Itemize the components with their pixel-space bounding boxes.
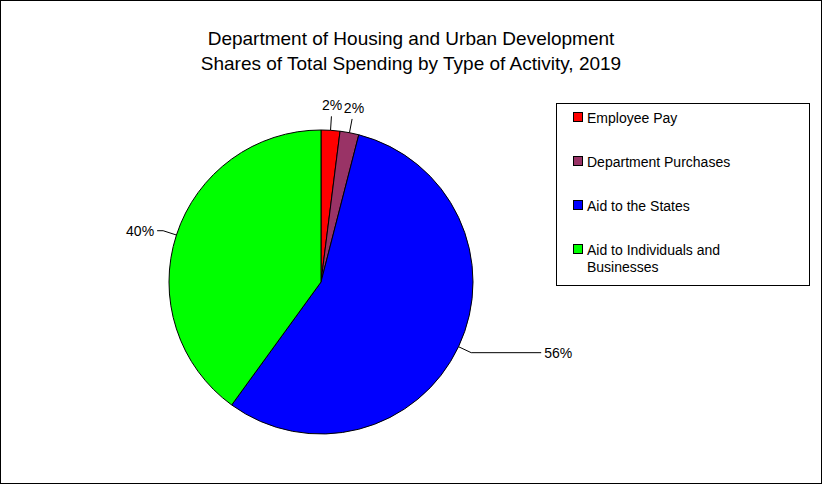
leader-line	[157, 231, 176, 235]
slices	[169, 130, 473, 434]
legend-label-line: Businesses	[587, 259, 659, 275]
legend-label-line: Department Purchases	[587, 154, 730, 170]
legend-label: Aid to Individuals andBusinesses	[587, 242, 720, 275]
data-label: 56%	[544, 345, 572, 361]
legend-label-line: Employee Pay	[587, 110, 677, 126]
leader-line	[349, 119, 352, 133]
legend-label: Employee Pay	[587, 110, 677, 126]
legend-swatch	[574, 157, 583, 166]
data-label: 40%	[126, 223, 154, 239]
leader-line	[330, 116, 332, 130]
subtitle: Shares of Total Spending by Type of Acti…	[201, 53, 621, 74]
legend-label: Department Purchases	[587, 154, 730, 170]
pie-slice	[169, 130, 321, 405]
frame	[1, 1, 822, 484]
title: Department of Housing and Urban Developm…	[208, 28, 615, 49]
legend-swatch	[574, 113, 583, 122]
chart: Department of Housing and Urban Developm…	[0, 0, 822, 484]
data-label: 2%	[322, 97, 342, 113]
leader-line	[459, 347, 542, 353]
legend: Employee Pay Department Purchases Aid to t…	[557, 104, 810, 286]
legend-label-line: Aid to the States	[587, 198, 690, 214]
legend-swatch	[574, 201, 583, 210]
slice-labels: 2%2% 56% 40%	[126, 97, 572, 360]
legend-label: Aid to the States	[587, 198, 690, 214]
legend-swatch	[574, 245, 583, 254]
data-label: 2%	[344, 100, 364, 116]
legend-label-line: Aid to Individuals and	[587, 242, 720, 258]
legend-box	[557, 104, 810, 286]
